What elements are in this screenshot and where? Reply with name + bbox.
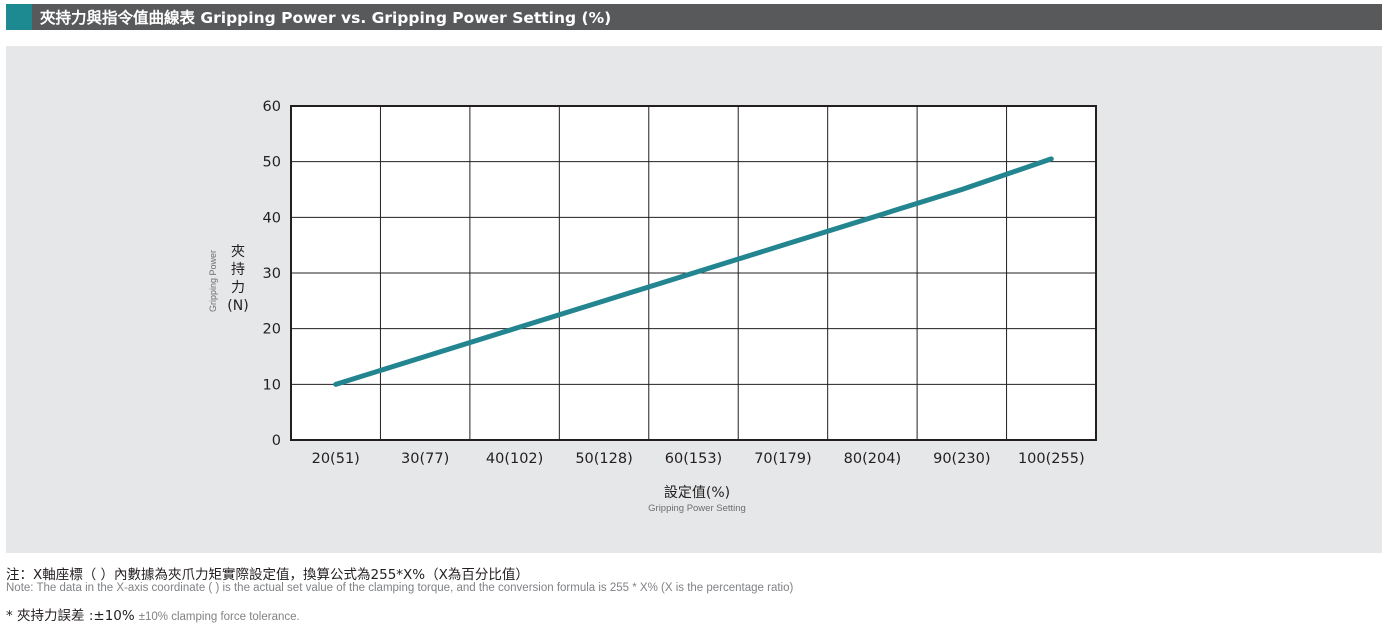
x-tick-label: 90(230) [933,451,990,467]
x-axis-label-en: Gripping Power Setting [648,503,746,514]
x-tick-label: 30(77) [401,451,449,467]
grid-lines [290,105,1097,441]
x-axis-ticks: 20(51) 30(77) 40(102) 50(128) 60(153) 70(179)… [312,451,1085,467]
x-tick-label: 40(102) [486,451,543,467]
y-axis-ticks: 0 10 20 30 40 50 60 [263,99,281,449]
y-axis-label-char: 力 [231,280,245,296]
title-bar: 夾持力與指令值曲線表 Gripping Power vs. Gripping P… [6,4,1382,30]
chart-panel: 0 10 20 30 40 50 60 20(51) 30(77) 40(102) 50(128)… [6,46,1382,553]
x-tick-label: 50(128) [575,451,632,467]
y-axis-label: Gripping Power 夾持力 (N) [208,244,249,314]
y-axis-label-char: 夾 [231,244,245,260]
y-tick-label: 30 [263,266,281,282]
data-point [602,299,606,303]
note-cn: 注：X軸座標（ ）內數據為夾爪力矩實際設定值，換算公式為255*X%（X為百分比… [6,567,529,583]
data-point [960,188,964,191]
y-tick-label: 50 [263,155,281,171]
tolerance-cn: * 夾持力誤差 :±10% [6,608,135,624]
title-accent [6,4,32,30]
y-axis-label-en: Gripping Power [208,250,218,312]
x-tick-label: 20(51) [312,451,360,467]
data-point [513,327,517,331]
note-en: Note: The data in the X-axis coordinate … [6,582,794,594]
data-point [334,382,338,386]
data-point [1049,157,1053,161]
x-tick-label: 80(204) [844,451,901,467]
line-chart: 0 10 20 30 40 50 60 20(51) 30(77) 40(102) 50(128)… [208,99,1097,514]
y-axis-label-char: 持 [231,262,245,278]
chart-title: 夾持力與指令值曲線表 Gripping Power vs. Gripping P… [40,9,612,27]
y-tick-label: 10 [263,377,281,393]
y-tick-label: 60 [263,99,281,115]
data-point [870,215,874,219]
data-point [423,355,427,358]
data-point [781,243,785,247]
x-tick-label: 70(179) [754,451,811,467]
tolerance-note: * 夾持力誤差 :±10% ±10% clamping force toleran… [6,604,300,624]
y-tick-label: 0 [272,433,281,449]
y-tick-label: 20 [263,322,281,338]
y-tick-label: 40 [263,210,281,226]
series-layer [333,156,1054,387]
x-tick-label: 60(153) [665,451,722,467]
x-tick-label: 100(255) [1018,451,1085,467]
y-axis-label-char: (N) [227,298,248,314]
x-axis-label: 設定值(%) [664,485,730,501]
data-point [692,271,695,275]
tolerance-en: ±10% clamping force tolerance. [138,611,300,623]
